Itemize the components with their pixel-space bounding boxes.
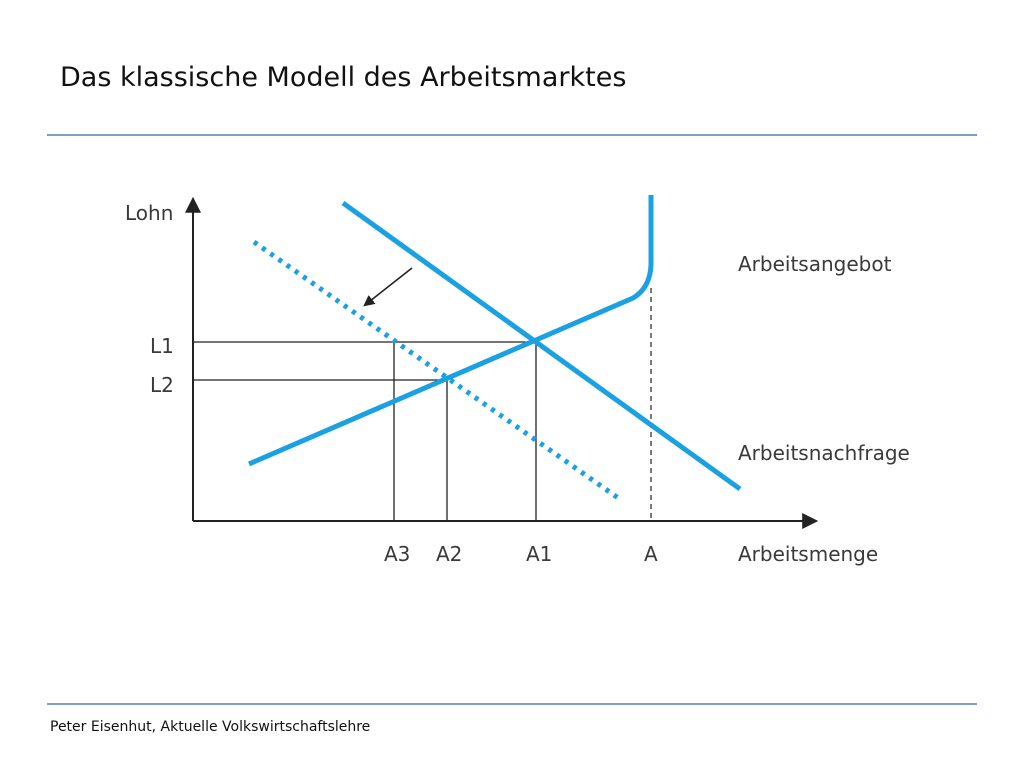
a1-label: A1 (526, 542, 552, 566)
l2-label: L2 (150, 373, 174, 397)
x-axis-label: Arbeitsmenge (738, 542, 878, 566)
slide-title: Das klassische Modell des Arbeitsmarktes (60, 62, 627, 93)
supply-curve (248, 195, 654, 467)
title-divider (47, 134, 977, 136)
a-label: A (644, 542, 658, 566)
footer-citation: Peter Eisenhut, Aktuelle Volkswirtschaft… (50, 719, 371, 735)
supply-label: Arbeitsangebot (738, 252, 892, 276)
demand-curve (341, 200, 742, 492)
shift-arrow (363, 267, 413, 307)
a2-label: A2 (436, 542, 462, 566)
a3-label: A3 (384, 542, 410, 566)
l1-label: L1 (150, 334, 174, 358)
demand-curve-shifted (252, 239, 623, 503)
demand-label: Arbeitsnachfrage (738, 441, 910, 465)
y-axis-label: Lohn (125, 201, 173, 225)
footer-divider (47, 703, 977, 705)
